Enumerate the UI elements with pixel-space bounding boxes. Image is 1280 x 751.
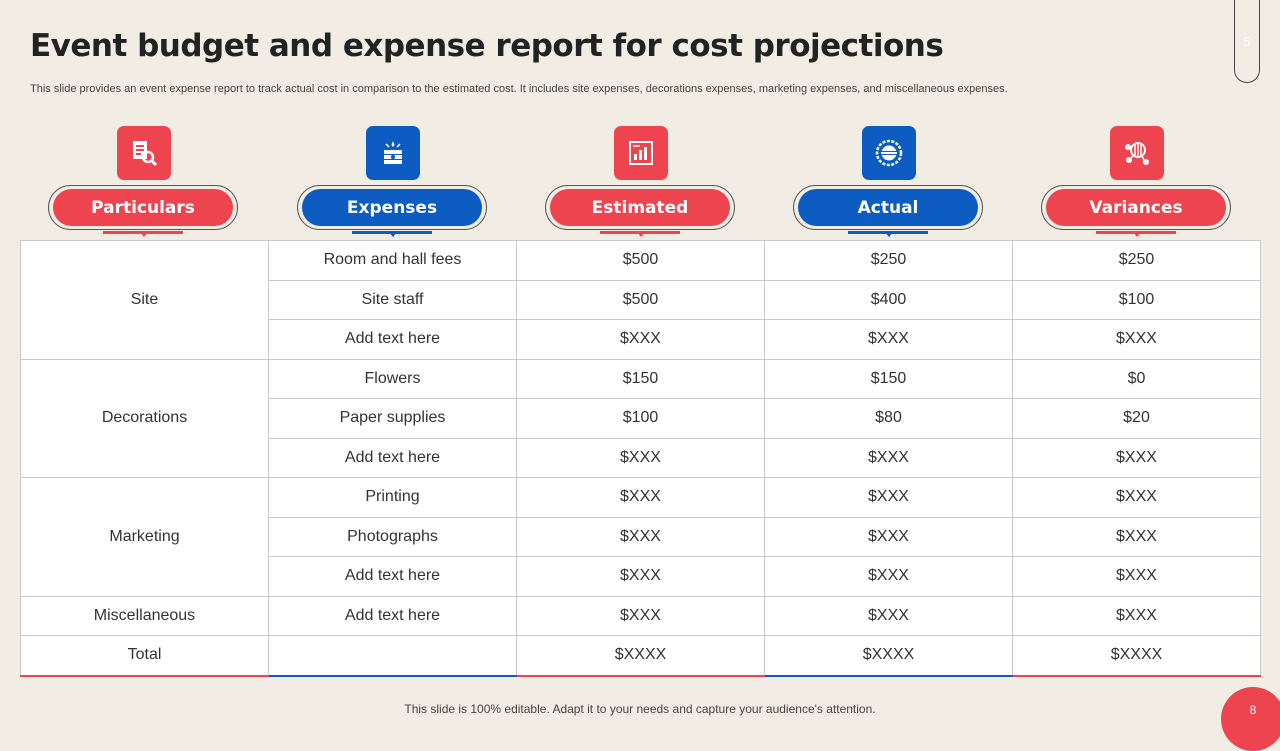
pill-pointer	[1133, 232, 1141, 237]
document-magnifier-icon	[117, 126, 171, 180]
table-row: Marketing Printing $XXX $XXX $XXX	[20, 477, 1261, 597]
actual-cell: $250	[764, 240, 1013, 281]
variance-cell: $XXX	[1012, 556, 1261, 597]
total-label: Total	[20, 635, 269, 677]
actual-cell: $150	[764, 358, 1013, 399]
expense-cell: Photographs	[268, 516, 517, 557]
variance-cell: $XXX	[1012, 437, 1261, 478]
total-variance-cell: $XXXX	[1012, 635, 1261, 677]
actual-cell: $80	[764, 398, 1013, 439]
column-pill-outline: Variances	[1041, 185, 1231, 230]
variance-cell: $0	[1012, 358, 1261, 399]
pill-pointer	[885, 232, 893, 237]
table-row: Add text here $XXX $XXX $XXX	[21, 437, 1261, 478]
column-header-variances: Variances	[1041, 126, 1231, 237]
table-row: Decorations Flowers $150 $150 $0	[20, 358, 1261, 478]
group-label-decorations: Decorations	[20, 358, 269, 478]
column-header-actual: Actual	[793, 126, 983, 237]
estimated-cell: $XXX	[516, 319, 765, 360]
column-header-expenses: Expenses	[297, 126, 487, 237]
expense-cell: Add text here	[268, 595, 517, 636]
estimated-cell: $XXX	[516, 516, 765, 557]
slide-subtitle: This slide provides an event expense rep…	[30, 83, 1008, 95]
chart-report-icon	[614, 126, 668, 180]
actual-cell: $XXX	[764, 556, 1013, 597]
estimated-cell: $XXX	[516, 437, 765, 478]
top-page-number: 5	[1243, 34, 1251, 49]
variance-cell: $250	[1012, 240, 1261, 281]
group-label-marketing: Marketing	[20, 477, 269, 597]
top-tab-decoration	[1234, 0, 1260, 83]
table-row: Site staff $500 $400 $100	[21, 279, 1261, 320]
column-header-particulars: Particulars	[48, 126, 238, 237]
column-label: Actual	[798, 189, 978, 226]
estimated-cell: $XXX	[516, 595, 765, 636]
money-stack-icon	[366, 126, 420, 180]
expense-cell: Printing	[268, 477, 517, 518]
pill-pointer	[389, 232, 397, 237]
estimated-cell: $XXX	[516, 556, 765, 597]
expense-cell: Add text here	[268, 319, 517, 360]
estimated-cell: $150	[516, 358, 765, 399]
estimated-cell: $100	[516, 398, 765, 439]
actual-cell: $XXX	[764, 516, 1013, 557]
expense-cell: Add text here	[268, 556, 517, 597]
actual-cell: $XXX	[764, 319, 1013, 360]
slide-title: Event budget and expense report for cost…	[30, 28, 944, 64]
column-label: Variances	[1046, 189, 1226, 226]
table-row: Miscellaneous Add text here $XXX $XXX $X…	[20, 595, 1261, 636]
actual-badge-icon	[862, 126, 916, 180]
estimated-cell: $XXX	[516, 477, 765, 518]
table-row: Photographs $XXX $XXX $XXX	[21, 516, 1261, 557]
actual-cell: $XXX	[764, 595, 1013, 636]
variance-cell: $XXX	[1012, 595, 1261, 636]
variance-cell: $XXX	[1012, 477, 1261, 518]
column-header-estimated: Estimated	[545, 126, 735, 237]
group-label-site: Site	[20, 240, 269, 360]
expense-cell: Flowers	[268, 358, 517, 399]
page-number-circle	[1221, 687, 1280, 751]
column-label: Expenses	[302, 189, 482, 226]
page-number: 8	[1249, 703, 1257, 717]
actual-cell: $400	[764, 279, 1013, 320]
expense-cell: Site staff	[268, 279, 517, 320]
actual-cell: $XXX	[764, 477, 1013, 518]
column-pill-outline: Expenses	[297, 185, 487, 230]
column-pill-outline: Particulars	[48, 185, 238, 230]
variance-cell: $XXX	[1012, 516, 1261, 557]
pill-pointer	[140, 232, 148, 237]
total-row: Total $XXXX $XXXX $XXXX	[20, 635, 1261, 677]
footer-note: This slide is 100% editable. Adapt it to…	[404, 702, 876, 716]
total-expense-cell	[268, 635, 517, 677]
expense-cell: Paper supplies	[268, 398, 517, 439]
network-nodes-icon	[1110, 126, 1164, 180]
pill-pointer	[637, 232, 645, 237]
actual-cell: $XXX	[764, 437, 1013, 478]
estimated-cell: $500	[516, 279, 765, 320]
table-row: Add text here $XXX $XXX $XXX	[21, 319, 1261, 360]
column-label: Particulars	[53, 189, 233, 226]
group-label-miscellaneous: Miscellaneous	[20, 595, 269, 636]
column-pill-outline: Actual	[793, 185, 983, 230]
estimated-cell: $500	[516, 240, 765, 281]
table-row: Add text here $XXX $XXX $XXX	[21, 556, 1261, 597]
expense-report-table: Site Room and hall fees $500 $250 $250 S…	[20, 240, 1261, 677]
expense-cell: Room and hall fees	[268, 240, 517, 281]
table-row: Paper supplies $100 $80 $20	[21, 398, 1261, 439]
variance-cell: $20	[1012, 398, 1261, 439]
expense-cell: Add text here	[268, 437, 517, 478]
variance-cell: $100	[1012, 279, 1261, 320]
total-actual-cell: $XXXX	[764, 635, 1013, 677]
total-estimated-cell: $XXXX	[516, 635, 765, 677]
variance-cell: $XXX	[1012, 319, 1261, 360]
column-label: Estimated	[550, 189, 730, 226]
column-pill-outline: Estimated	[545, 185, 735, 230]
table-row: Site Room and hall fees $500 $250 $250	[20, 240, 1261, 360]
